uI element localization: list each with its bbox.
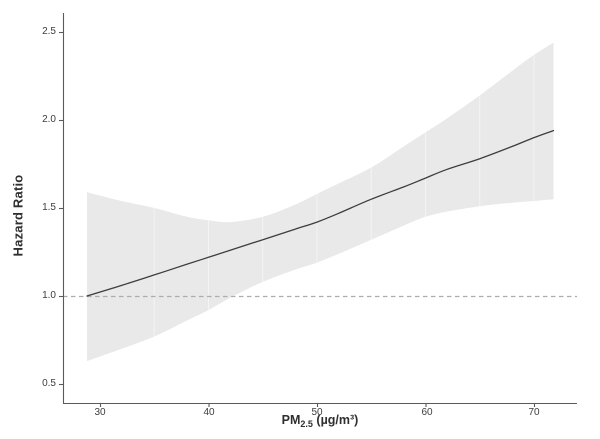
x-tick-label: 50 <box>311 407 323 418</box>
x-axis-title-prefix: PM <box>281 413 301 427</box>
x-tick-label: 30 <box>94 407 106 418</box>
hazard-ratio-curve <box>86 129 555 297</box>
x-tick-label: 40 <box>203 407 215 418</box>
x-tick-label: 60 <box>421 407 433 418</box>
y-axis-title: Hazard Ratio <box>10 174 26 257</box>
x-axis-title: PM2.5 (µg/m³) <box>220 413 420 429</box>
y-tick-label: 2.0 <box>42 114 56 125</box>
confidence-band <box>87 42 554 362</box>
y-tick-label: 1.5 <box>42 202 56 213</box>
y-tick-label: 1.0 <box>42 290 56 301</box>
x-tick-label: 70 <box>528 407 540 418</box>
x-axis-title-unit: (µg/m³) <box>312 413 359 427</box>
y-tick-label: 0.5 <box>42 378 56 389</box>
y-tick-label: 2.5 <box>42 26 56 37</box>
x-axis-title-subscript: 2.5 <box>300 419 313 429</box>
